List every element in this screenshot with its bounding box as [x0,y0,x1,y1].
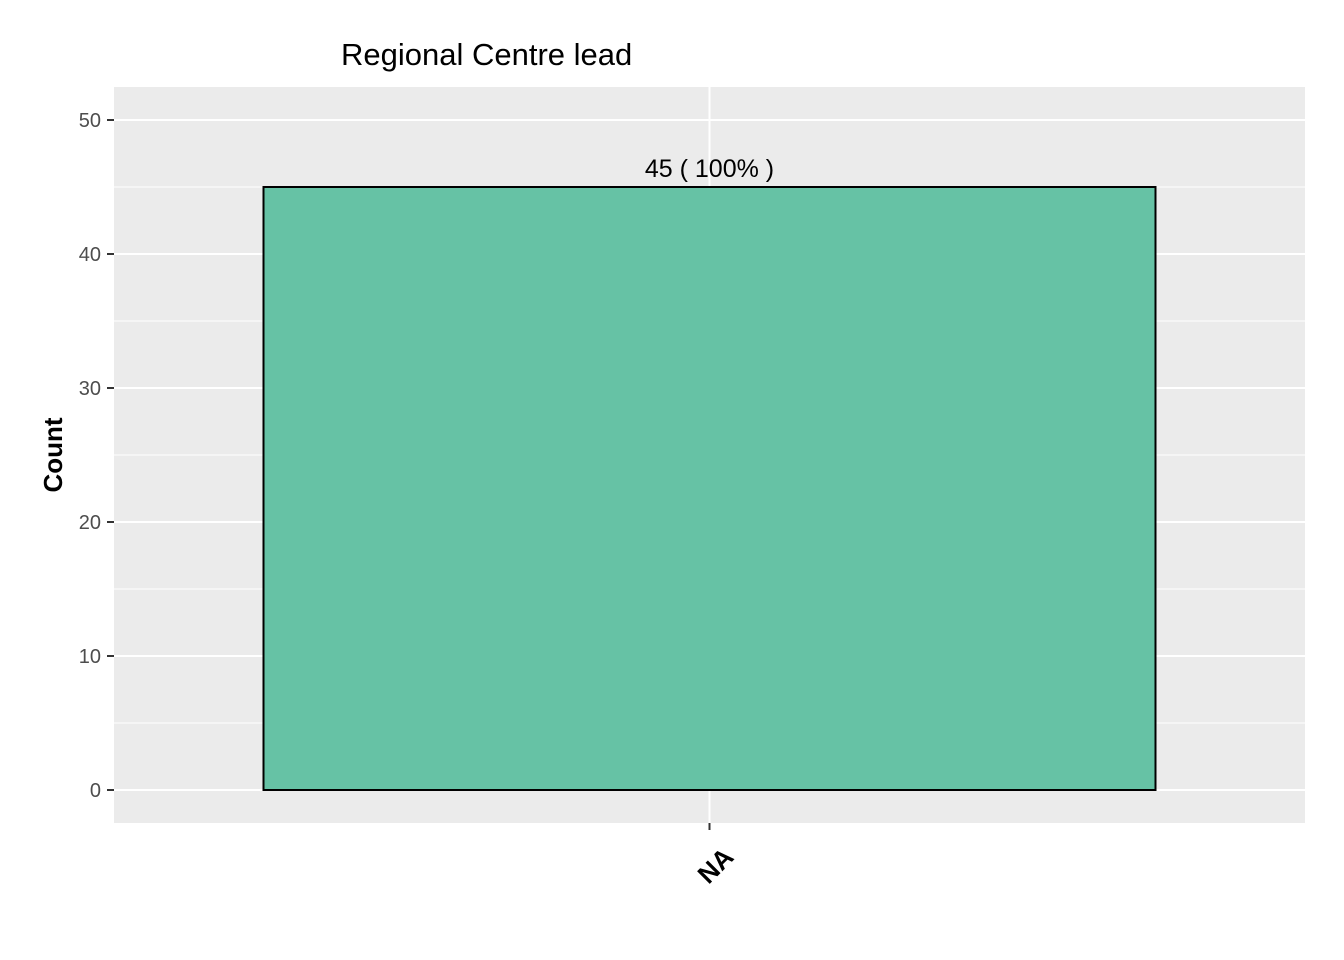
y-axis: 0 10 20 30 40 50 [79,110,114,802]
bar [262,186,1157,791]
y-tick-label: 20 [79,512,101,534]
x-tick-label: NA [692,841,740,889]
chart-title: Regional Centre lead [341,37,632,72]
y-axis-label: Count [38,417,68,492]
y-tick-label: 30 [79,378,101,400]
bar-labels: 45 ( 100% ) [645,155,774,183]
bar-data-label: 45 ( 100% ) [645,155,774,183]
bars [262,186,1157,791]
y-tick-label: 40 [79,244,101,266]
y-tick-label: 50 [79,110,101,132]
y-tick-label: 10 [79,646,101,668]
x-axis: NA [692,823,740,889]
y-tick-label: 0 [90,780,101,802]
